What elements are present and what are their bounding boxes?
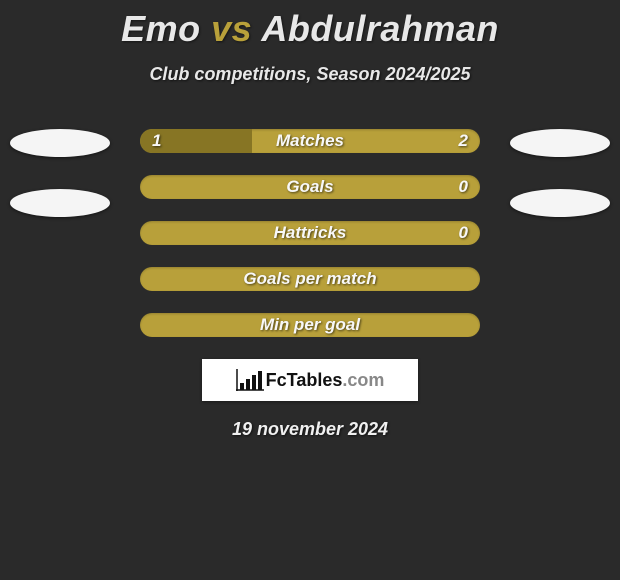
avatar [10, 129, 110, 157]
logo-main: Tables [287, 370, 343, 390]
stat-label: Goals per match [243, 269, 376, 289]
logo-text: FcTables.com [266, 370, 385, 391]
stat-label: Goals [286, 177, 333, 197]
subtitle: Club competitions, Season 2024/2025 [149, 64, 470, 85]
left-avatar-col [0, 129, 120, 217]
stat-row-min-per-goal: Min per goal [140, 313, 480, 337]
player2-name: Abdulrahman [261, 8, 499, 49]
stat-label: Min per goal [260, 315, 360, 335]
stat-value-right: 0 [459, 223, 468, 243]
stat-value-right: 2 [459, 131, 468, 151]
avatar [510, 129, 610, 157]
stat-label: Hattricks [274, 223, 347, 243]
logo-suffix: .com [342, 370, 384, 390]
vs-text: vs [211, 8, 252, 49]
date-label: 19 november 2024 [232, 419, 388, 440]
stat-bars: 1 Matches 2 Goals 0 Hattricks 0 [120, 129, 500, 337]
stat-row-matches: 1 Matches 2 [140, 129, 480, 153]
player1-name: Emo [121, 8, 201, 49]
stat-label: Matches [276, 131, 344, 151]
stats-area: 1 Matches 2 Goals 0 Hattricks 0 [0, 129, 620, 337]
avatar [510, 189, 610, 217]
page-title: Emo vs Abdulrahman [121, 8, 499, 50]
stat-row-goals: Goals 0 [140, 175, 480, 199]
right-avatar-col [500, 129, 620, 217]
stat-value-right: 0 [459, 177, 468, 197]
fctables-logo: FcTables.com [202, 359, 418, 401]
stat-row-hattricks: Hattricks 0 [140, 221, 480, 245]
logo-prefix: Fc [266, 370, 287, 390]
bar-chart-icon [236, 369, 264, 391]
comparison-card: Emo vs Abdulrahman Club competitions, Se… [0, 0, 620, 440]
stat-row-goals-per-match: Goals per match [140, 267, 480, 291]
avatar [10, 189, 110, 217]
stat-value-left: 1 [152, 131, 161, 151]
logo-inner: FcTables.com [236, 369, 385, 391]
